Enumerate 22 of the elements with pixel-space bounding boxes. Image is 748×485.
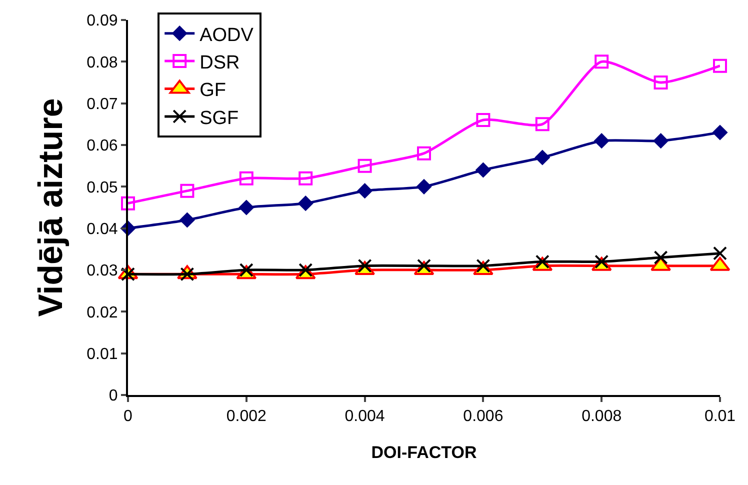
x-axis-title: DOI-FACTOR [371,443,477,462]
y-tick-label: 0.01 [86,346,118,363]
y-tick-label: 0.05 [86,179,118,196]
x-tick-label: 0.004 [344,408,385,426]
x-tick-label: 0.006 [463,408,504,426]
legend-label: AODV [200,24,254,46]
legend-label: GF [200,80,226,102]
x-tick-label: 0 [124,408,133,426]
y-tick-label: 0 [108,388,118,405]
legend-label: DSR [200,52,240,74]
y-tick-label: 0.03 [86,262,118,280]
y-axis-title: Vidējā aizture [32,98,70,317]
y-tick-label: 0.02 [86,304,118,322]
y-tick-label: 0.08 [86,54,118,72]
y-tick-label: 0.09 [86,12,118,30]
legend-label: SGF [200,108,239,129]
y-tick-label: 0.04 [86,220,118,238]
x-tick-label: 0.01 [704,408,736,426]
x-tick-label: 0.008 [582,408,622,426]
y-tick-label: 0.07 [86,96,118,113]
x-tick-label: 0.002 [226,408,267,426]
y-tick-label: 0.06 [86,138,118,155]
